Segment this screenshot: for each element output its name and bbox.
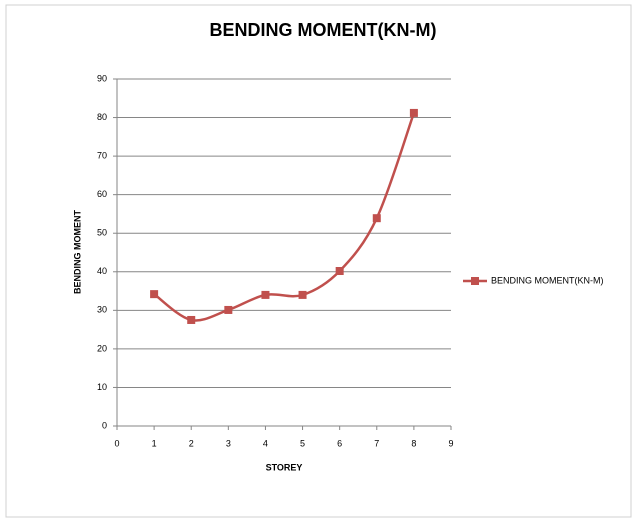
marker [224, 305, 233, 314]
y-tick-label: 80 [97, 112, 107, 122]
marker [298, 290, 307, 299]
y-tick-label: 20 [97, 343, 107, 353]
x-tick-label: 8 [411, 438, 416, 448]
chart-title: BENDING MOMENT(KN-M) [210, 20, 437, 40]
legend-marker [471, 277, 479, 285]
x-tick-label: 2 [189, 438, 194, 448]
y-tick-label: 30 [97, 305, 107, 315]
x-tick-label: 4 [263, 438, 268, 448]
x-tick-label: 1 [152, 438, 157, 448]
y-tick-label: 10 [97, 382, 107, 392]
marker [372, 214, 381, 223]
x-tick-label: 3 [226, 438, 231, 448]
marker [261, 290, 270, 299]
marker [150, 290, 159, 299]
marker [187, 315, 196, 324]
y-tick-label: 40 [97, 266, 107, 276]
marker [335, 267, 344, 276]
chart-frame [5, 4, 632, 518]
x-tick-label: 7 [374, 438, 379, 448]
x-tick-label: 9 [448, 438, 453, 448]
x-axis-title: STOREY [266, 462, 303, 472]
y-tick-label: 60 [97, 189, 107, 199]
y-axis-title: BENDING MOMENT [72, 210, 82, 294]
marker [409, 108, 418, 117]
y-tick-label: 70 [97, 150, 107, 160]
y-tick-label: 50 [97, 228, 107, 238]
x-tick-label: 5 [300, 438, 305, 448]
y-tick-label: 90 [97, 73, 107, 83]
legend-label: BENDING MOMENT(KN-M) [491, 275, 604, 285]
x-tick-label: 6 [337, 438, 342, 448]
y-tick-label: 0 [102, 420, 107, 430]
x-tick-label: 0 [114, 438, 119, 448]
